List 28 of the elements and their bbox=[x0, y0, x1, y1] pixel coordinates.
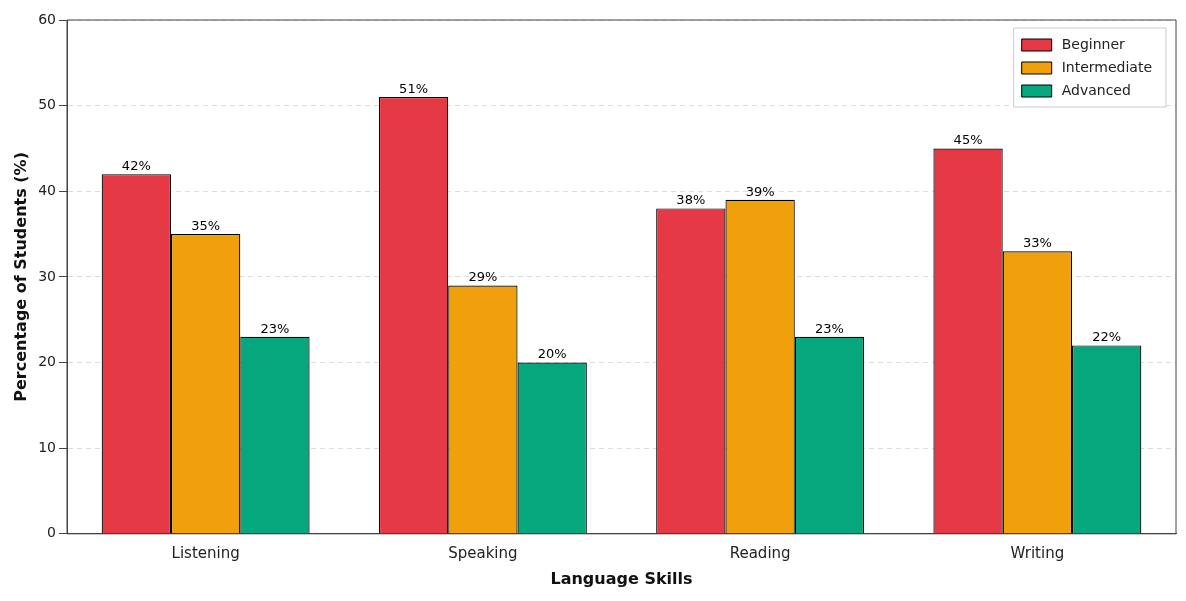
x-tick-label: Listening bbox=[171, 543, 240, 562]
data-label: 51% bbox=[399, 80, 429, 96]
y-tick-label: 60 bbox=[38, 10, 57, 27]
legend-label: Advanced bbox=[1061, 81, 1131, 98]
y-tick-label: 10 bbox=[38, 438, 57, 455]
data-label: 23% bbox=[260, 320, 290, 336]
y-tick-label: 20 bbox=[38, 353, 57, 370]
legend-label: Intermediate bbox=[1061, 58, 1152, 75]
data-label: 22% bbox=[1092, 329, 1122, 345]
legend-label: Beginner bbox=[1061, 35, 1126, 52]
data-label: 23% bbox=[814, 320, 844, 336]
data-label: 35% bbox=[191, 217, 221, 233]
data-label: 39% bbox=[745, 183, 775, 199]
data-label: 20% bbox=[537, 346, 567, 362]
y-tick-label: 40 bbox=[38, 181, 57, 198]
x-tick-label: Speaking bbox=[448, 543, 518, 562]
data-label: 29% bbox=[468, 269, 498, 285]
data-label: 42% bbox=[121, 158, 151, 174]
x-tick-label: Reading bbox=[729, 543, 791, 562]
y-tick-label: 50 bbox=[38, 96, 57, 113]
data-label: 38% bbox=[676, 192, 706, 208]
x-tick-label: Writing bbox=[1010, 543, 1065, 562]
data-label: 33% bbox=[1022, 235, 1052, 251]
y-tick-label: 30 bbox=[38, 267, 57, 284]
x-axis-title: Language Skills bbox=[550, 568, 693, 588]
data-label: 45% bbox=[953, 132, 983, 148]
y-tick-label: 0 bbox=[47, 524, 57, 541]
y-axis-title: Percentage of Students (%) bbox=[10, 152, 30, 402]
